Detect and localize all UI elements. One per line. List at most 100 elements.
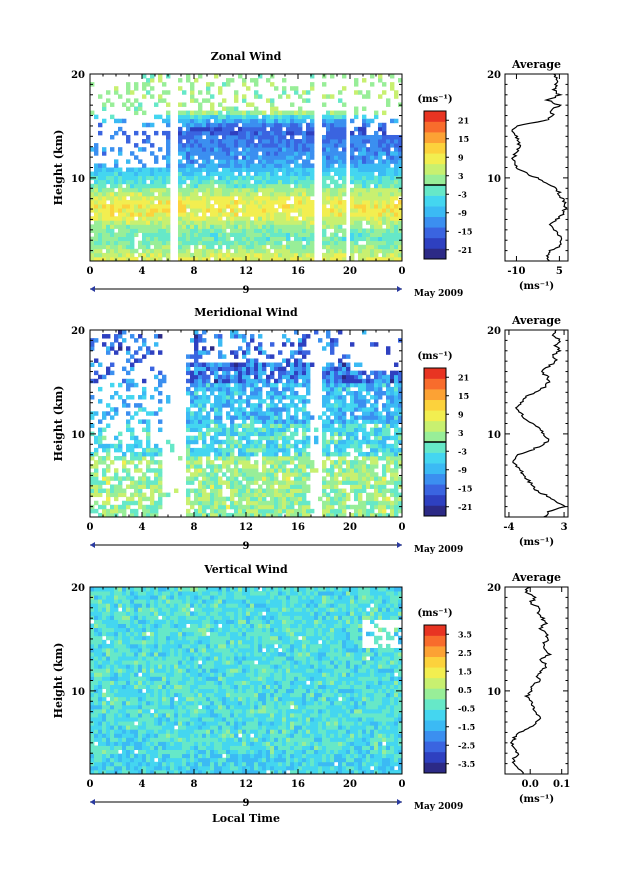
heatmap-cell: [98, 216, 103, 221]
heatmap-cell: [338, 504, 343, 510]
heatmap-cell: [310, 134, 315, 140]
heatmap-cell: [274, 236, 279, 242]
heatmap-cell: [210, 439, 215, 445]
heatmap-cell: [358, 415, 363, 420]
heatmap-cell: [94, 240, 99, 246]
heatmap-cell: [286, 224, 291, 229]
heatmap-cell: [110, 342, 115, 347]
heatmap-cell: [374, 504, 379, 510]
heatmap-cell: [134, 208, 139, 213]
heatmap-cell: [102, 118, 107, 124]
heatmap-cell: [134, 106, 139, 111]
heatmap-cell: [146, 228, 151, 233]
heatmap-cell: [110, 395, 115, 400]
heatmap-cell: [322, 82, 327, 87]
heatmap-cell: [150, 480, 155, 485]
heatmap-cell: [398, 171, 403, 177]
heatmap-cell: [98, 191, 103, 197]
heatmap-cell: [366, 171, 371, 177]
heatmap-cell: [202, 224, 207, 229]
heatmap-cell: [110, 508, 115, 514]
heatmap-cell: [206, 447, 211, 453]
heatmap-cell: [214, 492, 219, 498]
heatmap-cell: [154, 468, 159, 473]
heatmap-cell: [370, 74, 375, 79]
heatmap-cell: [266, 151, 271, 156]
heatmap-cell: [210, 143, 215, 148]
heatmap-cell: [258, 366, 263, 372]
heatmap-cell: [282, 500, 287, 506]
heatmap-cell: [306, 139, 311, 144]
profile-x-tick-label: -10: [507, 266, 525, 277]
heatmap-cell: [270, 423, 275, 428]
heatmap-cell: [198, 378, 203, 384]
heatmap-cell: [390, 240, 395, 246]
heatmap-cell: [186, 126, 191, 132]
heatmap-cell: [90, 171, 95, 177]
heatmap-cell: [366, 163, 371, 168]
heatmap-cell: [102, 224, 107, 229]
heatmap-cell: [334, 139, 339, 144]
heatmap-cell: [394, 403, 399, 408]
x-tick-label: 0: [399, 266, 406, 277]
heatmap-cell: [346, 468, 351, 473]
heatmap-cell: [218, 334, 223, 339]
heatmap-cell: [394, 460, 399, 465]
heatmap-cell: [350, 504, 355, 510]
heatmap-cell: [250, 143, 255, 148]
heatmap-cell: [390, 155, 395, 160]
heatmap-cell: [122, 118, 127, 124]
heatmap-cell: [386, 256, 391, 262]
heatmap-cell: [362, 500, 367, 506]
heatmap-cell: [102, 512, 107, 518]
heatmap-cell: [342, 431, 347, 437]
heatmap-cell: [226, 159, 231, 164]
heatmap-cell: [390, 118, 395, 124]
heatmap-cell: [378, 232, 383, 238]
heatmap-cell: [142, 110, 147, 116]
heatmap-cell: [238, 390, 243, 396]
heatmap-cell: [210, 407, 215, 412]
heatmap-cell: [246, 382, 251, 388]
heatmap-cell: [134, 456, 139, 461]
heatmap-cell: [342, 419, 347, 424]
heatmap-cell: [334, 143, 339, 148]
heatmap-cell: [330, 110, 335, 116]
heatmap-cell: [102, 468, 107, 473]
heatmap-cell: [378, 492, 383, 498]
heatmap-cell: [290, 118, 295, 124]
colorbar-tick-label: -15: [458, 483, 472, 493]
heatmap-cell: [278, 431, 283, 437]
heatmap-cell: [102, 232, 107, 238]
heatmap-cell: [154, 187, 159, 193]
heatmap-cell: [138, 212, 143, 217]
heatmap-cell: [114, 411, 119, 416]
heatmap-cell: [182, 208, 187, 213]
heatmap-cell: [106, 90, 111, 95]
heatmap-cell: [234, 106, 239, 111]
heatmap-cell: [118, 456, 123, 461]
heatmap-cell: [102, 167, 107, 172]
heatmap-cell: [354, 216, 359, 221]
heatmap-cell: [190, 228, 195, 233]
heatmap-cell: [330, 224, 335, 229]
heatmap-cell: [398, 370, 403, 376]
heatmap-cell: [202, 256, 207, 262]
heatmap-cell: [390, 208, 395, 213]
heatmap-cell: [250, 480, 255, 485]
heatmap-cell: [382, 508, 387, 514]
heatmap-cell: [142, 216, 147, 221]
heatmap-cell: [250, 175, 255, 181]
heatmap-cell: [190, 411, 195, 416]
heatmap-cell: [194, 423, 199, 428]
heatmap-cell: [338, 472, 343, 477]
heatmap-cell: [398, 496, 403, 502]
heatmap-cell: [326, 395, 331, 400]
heatmap-cell: [254, 346, 259, 351]
heatmap-cell: [106, 167, 111, 172]
heatmap-cell: [290, 508, 295, 514]
heatmap-cell: [158, 171, 163, 177]
heatmap-cell: [146, 464, 151, 469]
heatmap-cell: [394, 415, 399, 420]
heatmap-cell: [390, 390, 395, 396]
